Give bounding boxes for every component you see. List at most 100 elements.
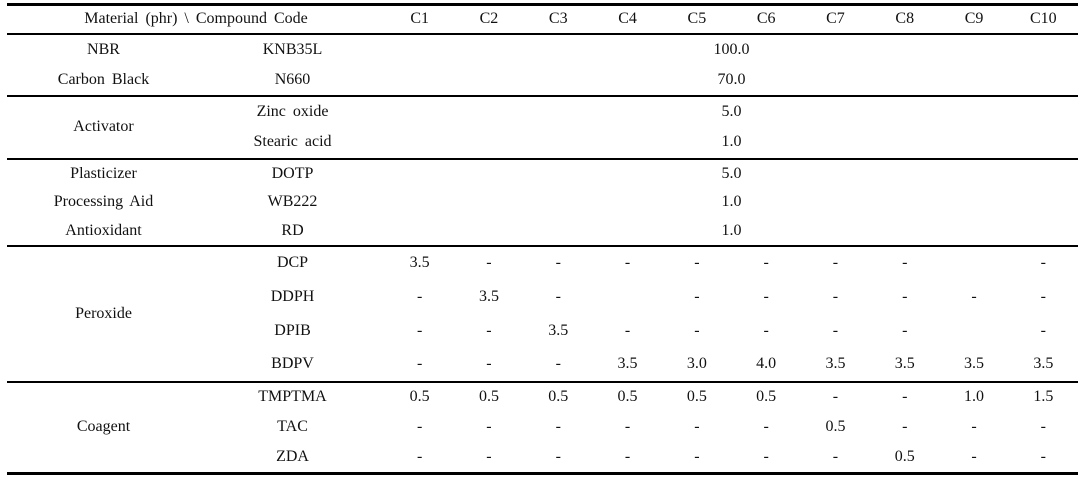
value-cell-c8: - (902, 287, 908, 305)
table-row: BDPV - - - 3.5 3.0 4.0 3.5 3.5 3.5 3.5 (7, 348, 1078, 382)
value-cell-c6: - (763, 448, 769, 465)
value-cell-c4: 0.5 (617, 388, 638, 406)
value-cell-c5: - (694, 448, 700, 465)
value-cell-c10: - (1040, 254, 1046, 271)
value-cell-c5: 3.0 (686, 355, 707, 372)
value-cell-c8: 3.5 (894, 355, 915, 372)
value-cell-c4: - (624, 418, 631, 436)
value-cell-c4: - (624, 448, 631, 465)
value-cell-c9: 1.0 (964, 388, 985, 406)
header-compound-code-c10: C10 (1030, 10, 1057, 28)
value-cell-c8: - (902, 388, 908, 406)
header-compound-code-c2: C2 (479, 10, 499, 28)
value-cell-c6: - (763, 321, 769, 339)
value-cell-c4: - (624, 254, 631, 271)
value-cell-c1: 0.5 (409, 388, 430, 406)
value-cell-c9: - (971, 287, 977, 305)
table-row: Stearic acid 1.0 (7, 127, 1078, 159)
compound-name: TMPTMA (258, 388, 327, 406)
value-cell-c2: - (486, 355, 492, 372)
value-cell-c9 (939, 246, 1008, 280)
value-cell-c7: - (832, 448, 839, 465)
value-cell-c5: - (694, 321, 700, 339)
shared-value-cell: 5.0 (721, 102, 742, 120)
compound-name: TAC (277, 418, 308, 436)
header-compound-code-c8: C8 (895, 10, 915, 28)
value-cell-c1: - (417, 287, 423, 305)
formulation-table: Material (phr) \ Compound Code C1 C2 C3 C4 C… (7, 3, 1078, 475)
value-cell-c8: - (902, 321, 908, 339)
table-header: Material (phr) \ Compound Code C1 C2 C3 C4 C… (7, 5, 1078, 34)
value-cell-c1: - (417, 321, 423, 339)
table-row: Coagent TMPTMA 0.5 0.5 0.5 0.5 0.5 0.5 - - 1.0 1.5 (7, 382, 1078, 435)
header-compound-code-c4: C4 (618, 10, 637, 28)
value-cell-c2: - (486, 418, 492, 436)
header-compound-code-c3: C3 (548, 10, 568, 28)
value-cell-c3: - (555, 254, 561, 271)
shared-value-cell: 70.0 (717, 70, 746, 88)
value-cell-c3: - (555, 418, 561, 436)
value-cell-c7: - (832, 388, 839, 406)
value-cell-c3: 3.5 (548, 321, 569, 339)
table-row: Antioxidant RD 1.0 (7, 217, 1078, 246)
material-group-label: Coagent (76, 418, 131, 435)
value-cell-c6: - (763, 254, 769, 271)
value-cell-c10: - (1040, 418, 1046, 436)
value-cell-c3: - (555, 448, 561, 465)
value-cell-c3: 0.5 (548, 388, 569, 406)
shared-value-cell: 1.0 (721, 193, 742, 210)
table-row: Activator Zinc oxide 5.0 (7, 96, 1078, 135)
compound-name: RD (281, 221, 304, 239)
value-cell-c4: 3.5 (617, 355, 638, 372)
material-label: Carbon Black (57, 70, 150, 88)
compound-name: Stearic acid (253, 133, 332, 151)
value-cell-c5: - (694, 254, 700, 271)
value-cell-c9 (939, 314, 1008, 348)
shared-value-cell: 5.0 (721, 164, 742, 182)
value-cell-c10: - (1040, 448, 1046, 465)
value-cell-c10: 3.5 (1033, 355, 1054, 372)
value-cell-c6: 4.0 (756, 355, 777, 372)
material-label: Plasticizer (70, 164, 137, 182)
value-cell-c7: 0.5 (825, 418, 846, 436)
value-cell-c6: - (763, 418, 769, 436)
header-row: Material (phr) \ Compound Code C1 C2 C3 C4 C… (7, 5, 1078, 34)
compound-name: WB222 (267, 193, 318, 210)
compound-name: BDPV (271, 355, 314, 372)
header-compound-code-c5: C5 (687, 10, 707, 28)
material-group-label: Peroxide (75, 304, 132, 322)
value-cell-c6: 0.5 (756, 388, 777, 406)
table-row: DDPH - 3.5 - - - - - - - (7, 280, 1078, 314)
value-cell-c8: 0.5 (894, 448, 915, 465)
header-material-compound-label: Material (phr) \ Compound Code (84, 10, 308, 28)
value-cell-c7: - (832, 321, 839, 339)
header-compound-code-c9: C9 (964, 10, 984, 28)
value-cell-c3: - (555, 355, 561, 372)
value-cell-c8: - (902, 254, 908, 271)
value-cell-c4 (593, 280, 662, 314)
value-cell-c3: - (555, 287, 561, 305)
material-label: NBR (87, 40, 120, 58)
compound-name: N660 (274, 70, 311, 88)
value-cell-c2: - (486, 448, 492, 465)
table-row: DPIB - - 3.5 - - - - - - (7, 314, 1078, 348)
material-label: Antioxidant (65, 221, 142, 239)
value-cell-c8: - (902, 418, 908, 436)
compound-name: KNB35L (262, 40, 323, 58)
header-compound-code-c6: C6 (756, 10, 776, 28)
material-group-label: Activator (73, 118, 134, 135)
value-cell-c5: - (694, 287, 700, 305)
value-cell-c4: - (624, 321, 631, 339)
material-label: Processing Aid (53, 193, 154, 210)
value-cell-c2: - (486, 254, 492, 271)
shared-value-cell: 100.0 (713, 40, 750, 58)
value-cell-c6: - (763, 287, 769, 305)
formulation-table-container: Material (phr) \ Compound Code C1 C2 C3 C4 C… (7, 3, 1078, 475)
compound-name: DCP (276, 254, 309, 271)
header-compound-code-c7: C7 (826, 10, 845, 28)
value-cell-c1: 3.5 (409, 254, 430, 271)
value-cell-c2: 0.5 (478, 388, 499, 406)
value-cell-c5: - (694, 418, 700, 436)
value-cell-c1: - (417, 418, 423, 436)
value-cell-c9: - (971, 418, 977, 436)
